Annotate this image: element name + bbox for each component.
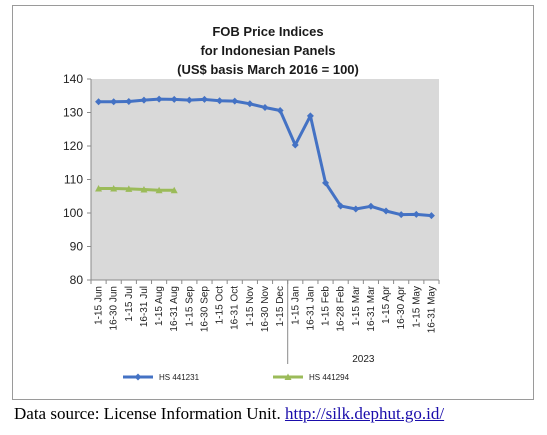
legend-label-1: HS 441231 [159, 373, 200, 382]
data-point [95, 185, 103, 192]
x-tick-label: 1-15 Jul [124, 286, 135, 322]
x-tick-label: 1-15 Nov [245, 286, 256, 327]
data-point [155, 186, 163, 194]
legend-label-2: HS 441294 [309, 373, 350, 382]
data-point [95, 98, 103, 106]
data-point [397, 211, 405, 219]
data-point [110, 98, 118, 106]
data-point [352, 205, 360, 213]
x-tick-label: 1-15 Jan [290, 286, 301, 325]
plot-area [91, 79, 439, 280]
chart-frame: FOB Price Indices for Indonesian Panels (U… [12, 5, 534, 400]
chart-title-line-3: (US$ basis March 2016 = 100) [177, 62, 359, 77]
data-point [140, 96, 148, 104]
data-point [170, 186, 178, 194]
data-source-link[interactable]: http://silk.dephut.go.id/ [284, 404, 445, 423]
x-tick-label: 16-31 Mar [366, 285, 377, 331]
data-point [216, 97, 224, 105]
data-point [382, 207, 390, 215]
chart-title-line-1: FOB Price Indices [212, 24, 323, 39]
data-point [231, 97, 239, 105]
data-point [306, 112, 314, 120]
year-group-label: 2023 [352, 354, 375, 365]
data-point [367, 202, 375, 210]
data-point [246, 100, 254, 108]
y-tick-label: 130 [63, 106, 83, 120]
x-tick-label: 1-15 Oct [215, 286, 226, 325]
x-tick-label: 16-31 May [426, 286, 437, 333]
data-point [125, 97, 133, 105]
data-point [261, 103, 269, 111]
data-point [110, 185, 118, 192]
y-tick-label: 120 [63, 139, 83, 153]
chart-svg: FOB Price Indices for Indonesian Panels (U… [63, 24, 440, 382]
legend-marker [284, 373, 292, 380]
legend-marker [134, 373, 142, 381]
x-tick-label: 16-31 Jul [139, 286, 150, 327]
y-tick-label: 80 [70, 273, 84, 287]
x-tick-label: 16-30 Jun [109, 286, 120, 330]
data-point [337, 202, 345, 210]
data-source-label: Data source: License Information Unit. [14, 404, 281, 423]
data-point [140, 186, 148, 193]
x-tick-label: 1-15 Aug [154, 286, 165, 326]
data-point [185, 96, 193, 104]
x-tick-label: 1-15 Sep [184, 286, 195, 327]
data-point [427, 212, 435, 220]
x-tick-label: 16-31 Oct [230, 286, 241, 330]
data-source-note: Data source: License Information Unit. h… [14, 404, 444, 424]
x-tick-label: 1-15 May [411, 286, 422, 328]
x-tick-label: 1-15 Jun [94, 286, 105, 325]
x-tick-label: 1-15 Dec [275, 286, 286, 327]
x-tick-label: 16-31 Aug [169, 286, 180, 332]
data-point [170, 95, 178, 103]
y-tick-label: 110 [64, 173, 83, 187]
x-tick-label: 16-30 Nov [260, 286, 271, 332]
x-tick-label: 16-31 Jan [305, 286, 316, 330]
data-point [322, 179, 330, 187]
data-point [291, 141, 299, 149]
data-point [155, 95, 163, 103]
x-tick-label: 16-30 Sep [199, 286, 210, 333]
y-tick-label: 90 [70, 240, 84, 254]
data-point [276, 106, 284, 114]
x-tick-label: 1-15 Apr [381, 285, 392, 323]
x-tick-label: 1-15 Mar [351, 285, 362, 326]
data-point [200, 95, 208, 103]
data-point [412, 210, 420, 218]
chart-title-line-2: for Indonesian Panels [200, 43, 335, 58]
x-tick-label: 1-15 Feb [321, 286, 332, 326]
y-tick-label: 140 [63, 72, 83, 86]
y-tick-label: 100 [63, 206, 83, 220]
x-tick-label: 16-30 Apr [396, 285, 407, 329]
series-line-2 [98, 187, 175, 192]
data-point [125, 185, 133, 192]
x-tick-label: 16-28 Feb [336, 286, 347, 332]
